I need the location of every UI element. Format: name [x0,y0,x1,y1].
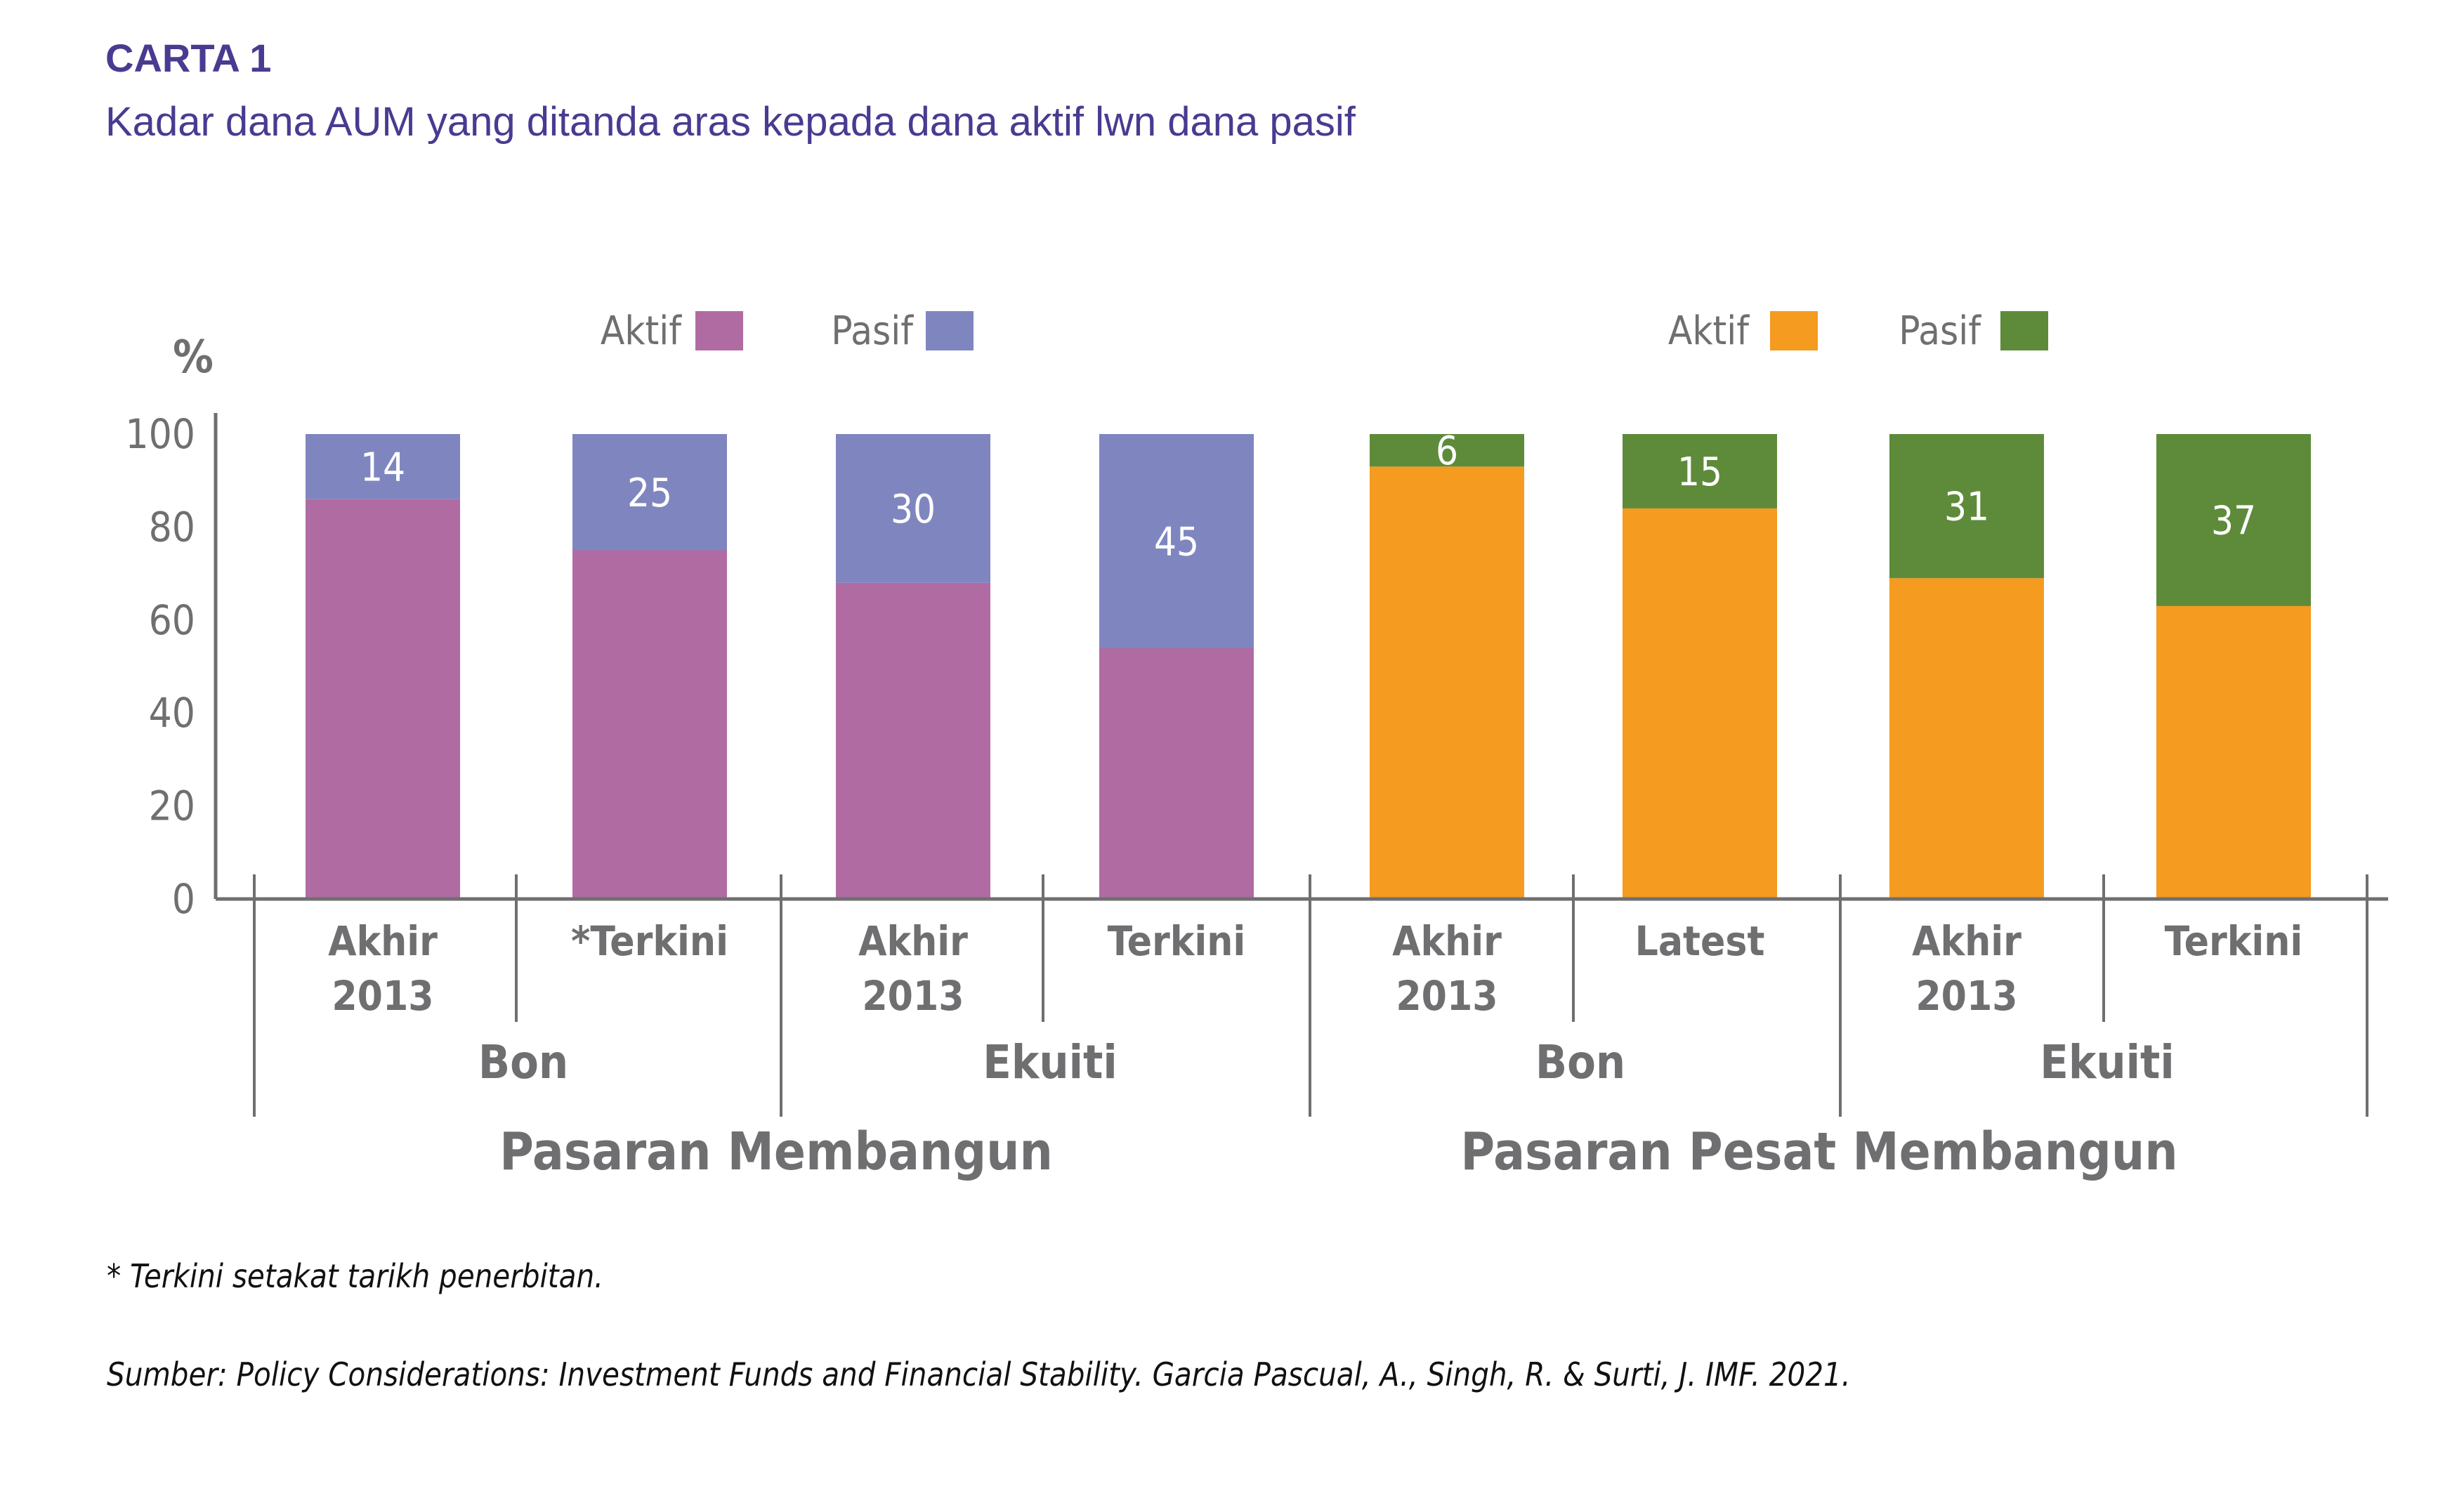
stacked-bar-chart: % 0 20 40 60 80 100 14 25 30 45 6 15 31 37 Akhir 2013 *Te… [125,308,2388,1182]
y-tick-label: 80 [149,503,195,551]
x-tick-label: *Terkini [571,917,728,965]
data-label-pasif: 6 [1436,428,1458,474]
bar-aktif [836,582,990,899]
y-tick-label: 0 [172,875,195,923]
legend-swatch [2000,311,2048,350]
data-label-pasif: 15 [1677,449,1722,495]
legend-swatch [1770,311,1818,350]
bar-pasif [2156,434,2311,606]
bar-pasif [1370,434,1524,467]
market-group-label: Pasaran Membangun [499,1122,1053,1182]
legend-label: Pasif [831,308,914,354]
asset-group-label: Bon [478,1035,568,1089]
bar-aktif [572,550,727,899]
bar-aktif [1889,578,2044,899]
legend-label: Aktif [601,308,682,354]
y-tick-label: 60 [149,596,195,644]
bar-pasif [572,434,727,551]
chart-subtitle: Kadar dana AUM yang ditanda aras kepada … [105,99,1356,145]
bar-pasif [1889,434,2044,579]
x-tick-label: Terkini [1108,917,1246,965]
x-tick-label: Akhir [858,917,968,965]
asset-group-label: Ekuiti [2040,1035,2174,1089]
x-tick-label: Akhir [328,917,438,965]
data-label-pasif: 45 [1154,519,1199,565]
legend-swatch [926,311,974,350]
y-tick-label: 40 [149,689,195,737]
y-axis-label: % [173,331,214,383]
x-tick-label: Akhir [1392,917,1502,965]
data-label-pasif: 31 [1944,485,1989,530]
bar-aktif [1623,508,1777,899]
bar-aktif [1099,648,1254,899]
asset-group-label: Ekuiti [983,1035,1117,1089]
bar-aktif [1370,466,1524,899]
x-tick-label: 2013 [1915,972,2017,1020]
bar-pasif [1623,434,1777,508]
x-tick-label: 2013 [862,972,964,1020]
bar-aktif [2156,605,2311,899]
legend-label: Aktif [1668,308,1750,354]
asset-group-label: Bon [1535,1035,1625,1089]
bar-pasif [836,434,990,583]
x-tick-label: 2013 [332,972,433,1020]
bar-pasif [1099,434,1254,648]
x-tick-label: Akhir [1912,917,2021,965]
legend-label: Pasif [1899,308,1981,354]
market-group-label: Pasaran Pesat Membangun [1460,1122,2177,1182]
footnote: * Terkini setakat tarikh penerbitan. [107,1257,603,1295]
bar-aktif [306,499,460,899]
x-tick-label: Terkini [2165,917,2303,965]
x-tick-label: Latest [1635,917,1765,965]
data-label-pasif: 37 [2211,498,2256,544]
legend-swatch [695,311,743,350]
data-label-pasif: 30 [891,487,936,532]
x-tick-label: 2013 [1396,972,1498,1020]
y-tick-label: 20 [149,782,195,830]
data-label-pasif: 14 [360,445,405,490]
data-label-pasif: 25 [627,471,672,516]
chart-title: CARTA 1 [105,36,272,80]
source-note: Sumber: Policy Considerations: Investmen… [107,1355,1851,1393]
bar-pasif [306,434,460,499]
y-tick-label: 100 [125,410,195,458]
